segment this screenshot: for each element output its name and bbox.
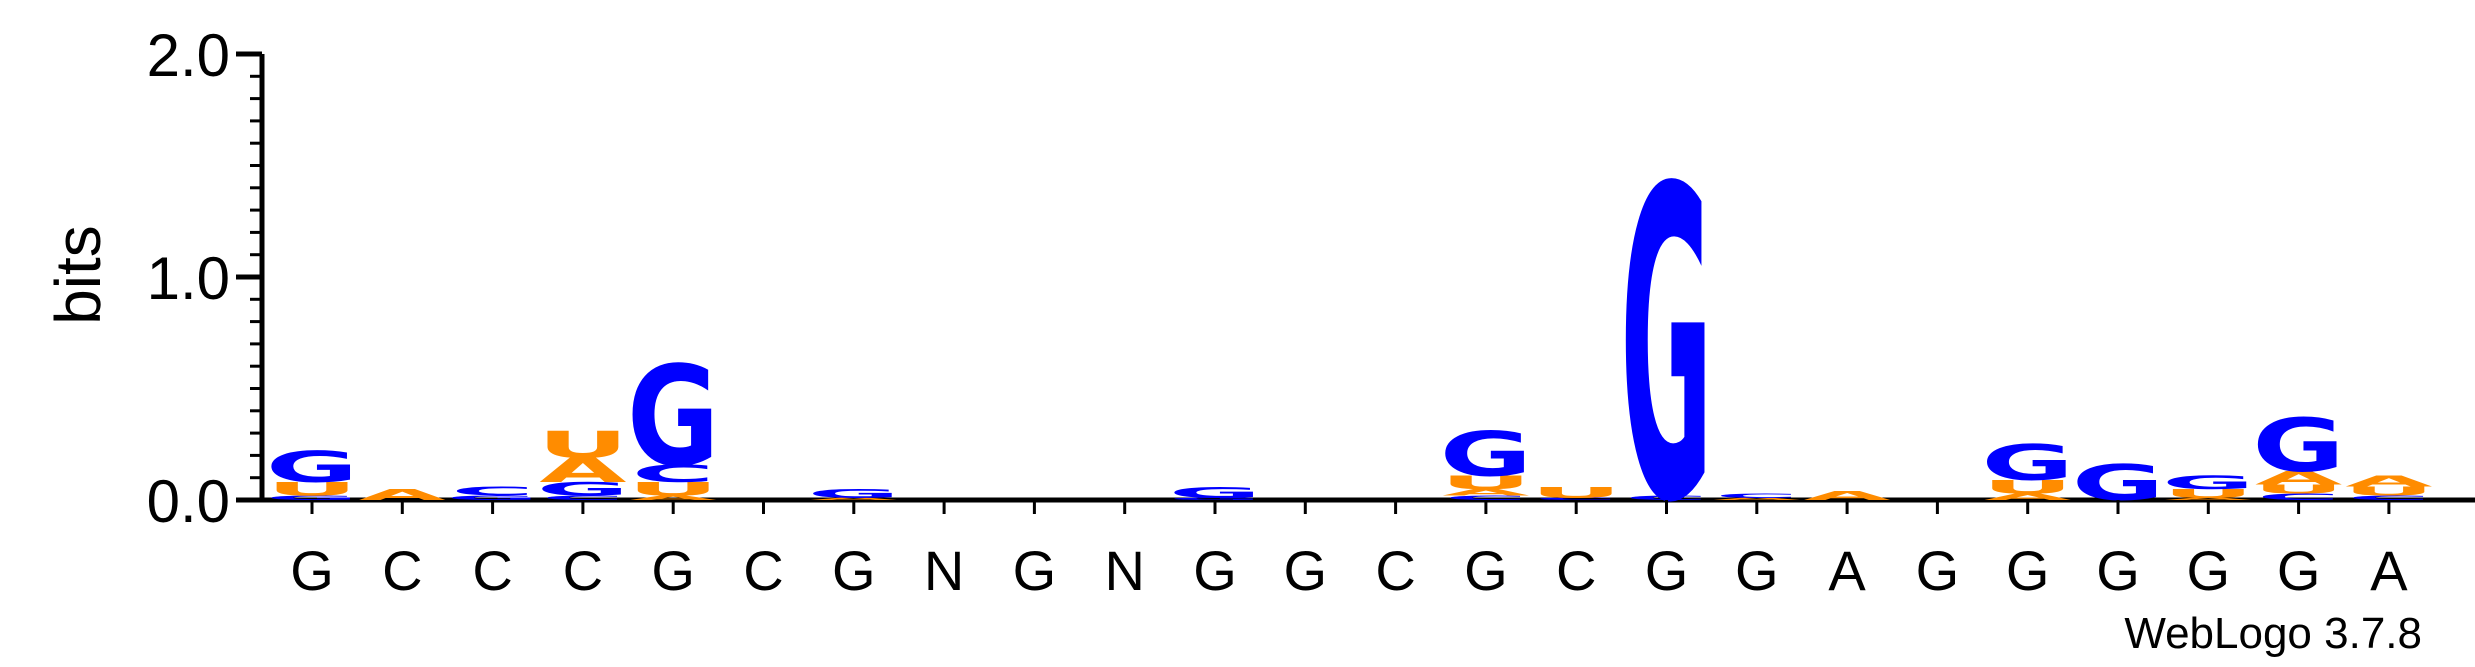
x-tick-label: G (2277, 539, 2321, 602)
logo-letter-g: G (1981, 435, 2074, 492)
logo-letter-u: U (1440, 472, 1532, 493)
logo-letter-g: G (266, 443, 359, 493)
x-tick-label: C (563, 539, 603, 602)
logo-letter-c: C (1445, 494, 1528, 501)
y-tick-label: 0.0 (147, 468, 230, 535)
logo-letter-a: A (1984, 492, 2071, 503)
logo-letter-g: G (1169, 497, 1262, 501)
x-tick-label: G (2187, 539, 2231, 602)
logo-letter-u: U (2343, 484, 2435, 498)
logo-letter-a: A (810, 497, 898, 501)
x-tick-label: G (1735, 539, 1779, 602)
logo-letter-u: U (266, 479, 358, 500)
x-tick-label: G (1193, 539, 1237, 602)
y-tick-label: 1.0 (147, 245, 230, 312)
logo-letter-u: U (1530, 484, 1622, 502)
x-tick-label: G (1284, 539, 1328, 602)
logo-letter-u: U (1982, 477, 2074, 498)
logo-letter-u: U (537, 424, 629, 467)
logo-letter-c: C (632, 460, 715, 488)
logo-letter-g: G (2162, 472, 2255, 493)
logo-letter-a: A (539, 451, 626, 490)
logo-letter-g: G (266, 494, 359, 501)
logo-letter-u: U (2253, 482, 2345, 496)
logo-letter-g: G (1620, 99, 1713, 597)
logo-letter-c: C (1625, 494, 1708, 501)
x-tick-label: G (2096, 539, 2140, 602)
logo-letter-c: C (2348, 494, 2431, 501)
logo-letter-a: A (2255, 468, 2343, 489)
y-axis-label: bits (42, 225, 114, 325)
logo-letter-a: A (1803, 489, 1890, 503)
logo-letter-g: G (808, 486, 901, 500)
logo-letter-u: U (2163, 486, 2255, 500)
x-tick-label: G (651, 539, 695, 602)
x-tick-label: N (924, 539, 964, 602)
x-tick-label: A (1828, 539, 1866, 602)
logo-letter-g: G (446, 494, 539, 501)
logo-letter-c: C (451, 484, 534, 498)
logo-letter-a: A (630, 494, 718, 501)
x-tick-label: G (1013, 539, 1057, 602)
x-tick-label: N (1104, 539, 1144, 602)
x-tick-label: C (1556, 539, 1596, 602)
x-tick-label: G (832, 539, 876, 602)
x-tick-label: C (1375, 539, 1415, 602)
logo-letter-a: A (2165, 497, 2253, 501)
x-tick-label: G (290, 539, 334, 602)
logo-letter-g: G (537, 479, 630, 500)
logo-letter-a: A (1713, 497, 1801, 501)
x-tick-label: G (1464, 539, 1508, 602)
x-tick-label: G (1916, 539, 1960, 602)
logo-letter-c: C (1535, 497, 1618, 501)
logo-letter-a: A (1442, 487, 1529, 498)
logo-letter-c: C (2257, 492, 2340, 503)
logo-letter-g: G (1169, 484, 1262, 502)
logo-letter-c: C (542, 494, 625, 501)
y-axis: 0.0 1.0 2.0 (147, 22, 265, 535)
x-tick-label: A (2370, 539, 2408, 602)
logo-letter-a: A (359, 486, 446, 504)
logo-letter-g: G (627, 336, 720, 497)
x-tick-label: C (743, 539, 783, 602)
x-tick-label: G (1645, 539, 1689, 602)
y-tick-label: 2.0 (147, 22, 230, 89)
x-tick-label: G (2006, 539, 2050, 602)
logo-letter-g: G (2252, 404, 2345, 489)
logo-letter-a: A (2345, 472, 2432, 490)
logo-letter-c: C (1715, 492, 1798, 499)
weblogo-credit: WebLogo 3.7.8 (2124, 609, 2422, 658)
logo-letter-u: U (627, 479, 719, 500)
logo-letter-g: G (1440, 420, 1533, 491)
x-tick-label: C (382, 539, 422, 602)
x-tick-label: C (472, 539, 512, 602)
